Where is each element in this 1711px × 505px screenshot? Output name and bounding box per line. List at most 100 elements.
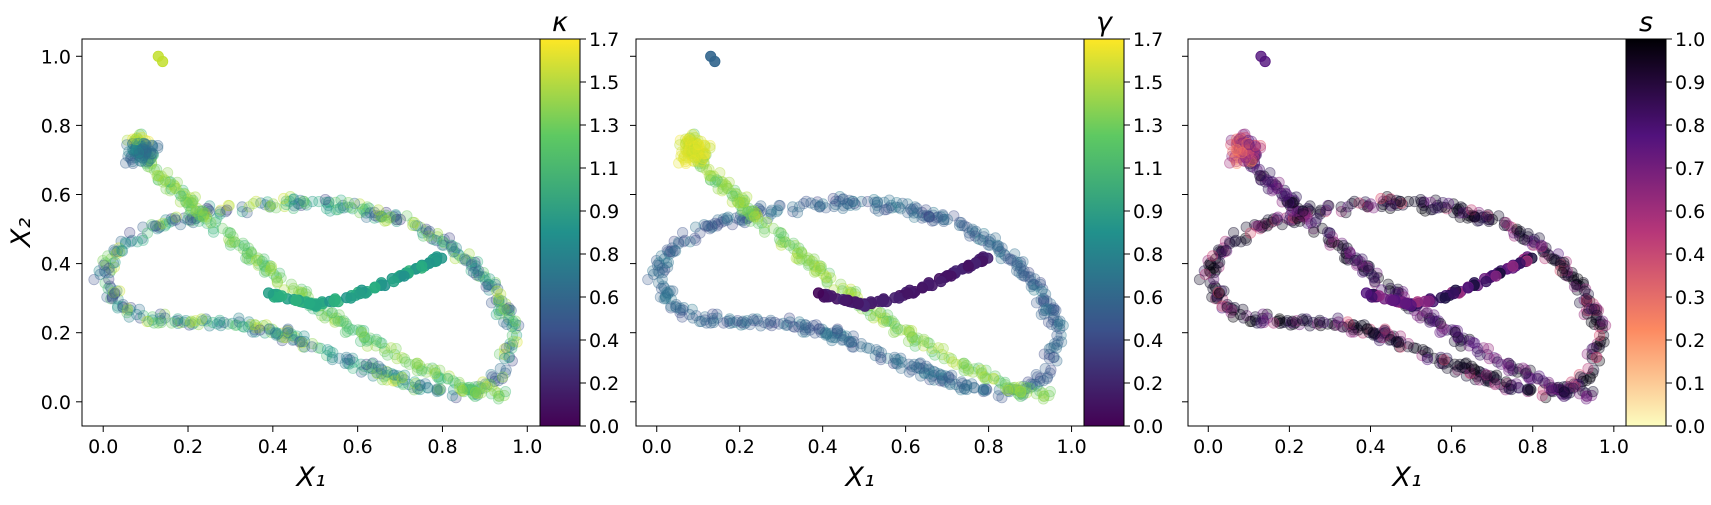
scatter-point [265, 262, 277, 275]
scatter-point [164, 178, 176, 190]
scatter-point [144, 154, 156, 166]
scatter-point [1363, 326, 1375, 339]
scatter-point [1039, 362, 1051, 375]
scatter-point [1574, 280, 1586, 292]
scatter-point [683, 135, 695, 147]
scatter-point [1590, 302, 1603, 314]
scatter-point [196, 315, 209, 327]
scatter-point [298, 335, 311, 348]
x-tick-label: 1.0 [512, 436, 542, 458]
scatter-point [1466, 209, 1478, 221]
colorbar-tick-label: 0.2 [1675, 330, 1705, 352]
scatter-point [130, 146, 142, 158]
scatter-point [355, 326, 367, 338]
scatter-point [1385, 193, 1397, 205]
scatter-point [1018, 265, 1030, 277]
scatter-point [656, 273, 668, 285]
scatter-point [1503, 383, 1516, 395]
scatter-point [331, 312, 343, 324]
scatter-point [328, 295, 340, 307]
scatter-point [321, 344, 334, 356]
scatter-point [106, 290, 118, 302]
scatter-point [795, 246, 808, 259]
scatter-point [501, 303, 513, 315]
scatter-point [1430, 194, 1442, 206]
scatter-point [1387, 294, 1399, 307]
scatter-point [197, 210, 209, 222]
scatter-point [265, 260, 278, 273]
scatter-point [730, 187, 742, 199]
scatter-point [890, 357, 902, 369]
scatter-point [1419, 205, 1431, 217]
scatter-point [1357, 199, 1369, 211]
scatter-point [1055, 329, 1067, 341]
scatter-point [1437, 358, 1450, 370]
scatter-point [140, 145, 152, 157]
scatter-point [1436, 357, 1448, 369]
scatter-point [938, 215, 950, 227]
scatter-point [346, 203, 359, 215]
scatter-point [1579, 285, 1591, 297]
scatter-point [246, 248, 258, 260]
scatter-point [152, 317, 164, 329]
scatter-point [1456, 202, 1469, 214]
scatter-point [705, 170, 718, 182]
scatter-point [463, 384, 475, 396]
scatter-point [178, 187, 190, 199]
scatter-point [889, 320, 902, 332]
scatter-point [142, 152, 155, 165]
colorbar-tick-label: 0.8 [1133, 244, 1163, 266]
scatter-point [191, 202, 203, 214]
scatter-point [199, 207, 211, 219]
scatter-point [1593, 321, 1605, 333]
scatter-point [963, 227, 975, 239]
scatter-point [821, 327, 834, 339]
scatter-point [669, 244, 681, 256]
scatter-point [102, 282, 114, 295]
scatter-point [222, 199, 234, 212]
scatter-point [1237, 144, 1249, 156]
scatter-point [1429, 315, 1441, 327]
scatter-point [1448, 288, 1460, 300]
scatter-point [134, 144, 146, 156]
scatter-point [177, 190, 189, 202]
scatter-point [1491, 369, 1503, 381]
scatter-point [1483, 214, 1495, 226]
scatter-point [950, 358, 962, 370]
scatter-point [977, 385, 990, 398]
scatter-point [445, 241, 457, 253]
scatter-point [1596, 318, 1609, 330]
scatter-point [1436, 353, 1448, 365]
scatter-point [929, 349, 941, 361]
scatter-point [1592, 304, 1605, 317]
scatter-point [204, 205, 216, 217]
scatter-point [1321, 204, 1333, 216]
scatter-point [207, 223, 219, 235]
scatter-point [120, 157, 132, 169]
scatter-point [1230, 155, 1243, 168]
x-axis-label: X₁ [1390, 462, 1421, 493]
scatter-point [1210, 264, 1222, 276]
scatter-point [146, 151, 158, 163]
scatter-point [1216, 245, 1228, 257]
scatter-point [166, 317, 178, 329]
scatter-point [184, 316, 196, 328]
scatter-point [999, 379, 1011, 391]
scatter-point [1591, 303, 1603, 316]
scatter-point [115, 235, 127, 247]
scatter-point [808, 259, 820, 271]
scatter-point [233, 239, 245, 251]
scatter-point [182, 214, 194, 226]
scatter-point [223, 233, 235, 245]
scatter-point [799, 319, 811, 331]
scatter-point [1231, 145, 1243, 157]
scatter-point [1347, 324, 1359, 336]
scatter-point [105, 264, 117, 276]
colorbar-tick-label: 1.7 [589, 29, 619, 51]
scatter-point [231, 319, 243, 331]
scatter-point [855, 341, 867, 353]
scatter-point [1307, 316, 1319, 329]
scatter-point [676, 146, 688, 158]
scatter-point [1204, 265, 1216, 277]
scatter-point [358, 360, 370, 372]
